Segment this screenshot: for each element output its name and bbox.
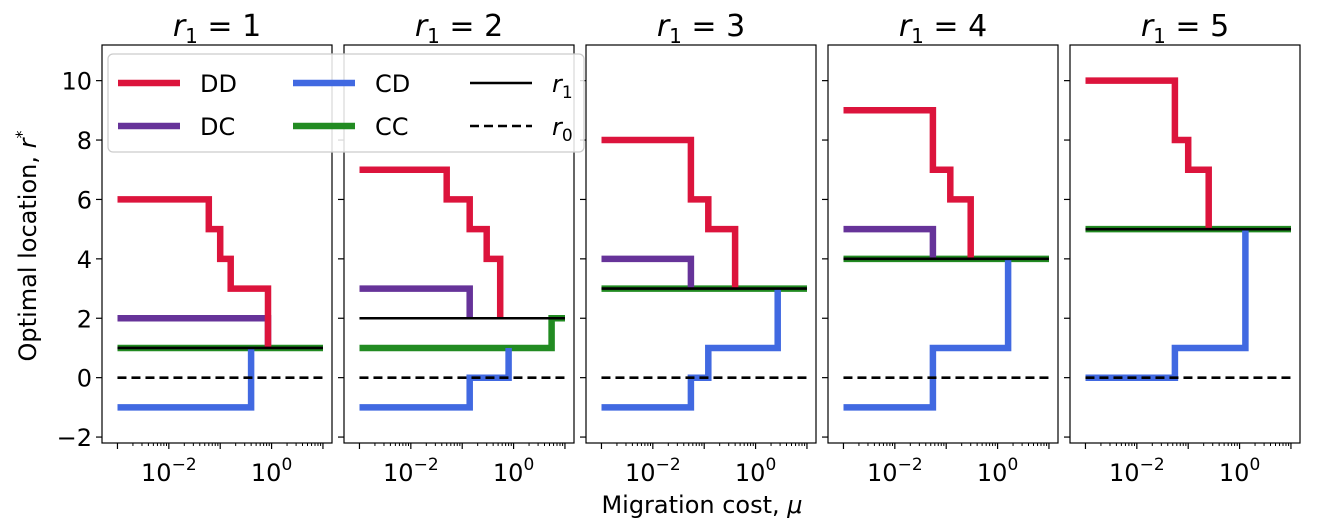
legend: DD DC CD CC r1 r0	[107, 53, 585, 153]
panel-frame	[101, 44, 333, 444]
series-group	[601, 136, 807, 411]
x-tick-label: 100	[1219, 455, 1260, 487]
series-CD	[601, 288, 781, 411]
legend-label-DC: DC	[200, 113, 235, 141]
x-tick-label: 10−2	[867, 455, 923, 487]
legend-label-CC: CC	[375, 113, 409, 141]
series-DD	[601, 136, 739, 289]
series-DC	[117, 315, 272, 348]
x-tick-label: 100	[735, 455, 776, 487]
x-tick-label: 10−2	[141, 455, 197, 487]
panel-frame	[1069, 44, 1301, 444]
panel-title: r1 = 4	[899, 9, 987, 48]
legend-box	[107, 53, 585, 153]
series-CC	[359, 315, 565, 352]
panel-5: 10−2 100 r1 = 5	[1064, 9, 1301, 487]
panel-title: r1 = 5	[1141, 9, 1229, 48]
panel-frame	[343, 44, 575, 444]
legend-label-DD: DD	[200, 70, 237, 98]
axis-labels: Optimal location, r* Migration cost, μ	[12, 131, 803, 519]
y-tick-label: 2	[77, 305, 92, 333]
series-group	[1085, 77, 1291, 381]
x-tick-label: 10−2	[625, 455, 681, 487]
legend-label-r0: r0	[552, 113, 573, 146]
y-tick-label: 6	[77, 186, 92, 214]
x-tick-label: 100	[977, 455, 1018, 487]
legend-label-CD: CD	[375, 70, 410, 98]
panel-title: r1 = 2	[415, 9, 503, 48]
y-tick-label: 8	[77, 127, 92, 155]
x-tick-label: 100	[251, 455, 292, 487]
series-CD	[359, 348, 512, 411]
panel-1: −2 0 2 4 6 8 10 10−2 100 r1 = 1	[57, 9, 333, 487]
y-axis-label: Optimal location, r*	[12, 131, 42, 362]
series-group	[117, 196, 323, 411]
series-DD	[359, 166, 504, 319]
panel-4: 10−2 100 r1 = 4	[822, 9, 1059, 487]
y-tick-label: 4	[77, 246, 92, 274]
x-tick-label: 10−2	[1109, 455, 1165, 487]
x-tick-label: 100	[493, 455, 534, 487]
panel-3: 10−2 100 r1 = 3	[580, 9, 817, 487]
series-CD	[843, 258, 1012, 411]
series-DD	[117, 196, 272, 348]
panel-frame	[585, 44, 817, 444]
panel-2: 10−2 100 r1 = 2	[338, 9, 575, 487]
series-group	[359, 166, 565, 411]
legend-label-r1: r1	[552, 70, 573, 103]
x-tick-label: 10−2	[383, 455, 439, 487]
y-tick-label: −2	[57, 424, 92, 452]
series-DC	[843, 225, 937, 259]
x-axis-label: Migration cost, μ	[601, 491, 802, 519]
y-tick-label: 10	[61, 68, 92, 96]
series-DC	[601, 255, 695, 289]
panel-title: r1 = 1	[173, 9, 261, 48]
series-DD	[843, 107, 974, 259]
series-group	[843, 107, 1049, 411]
panel-title: r1 = 3	[657, 9, 745, 48]
y-tick-label: 0	[77, 365, 92, 393]
series-CD	[1085, 229, 1249, 381]
panel-frame	[827, 44, 1059, 444]
series-DD	[1085, 77, 1212, 230]
series-CD	[117, 348, 255, 411]
series-DC	[359, 285, 473, 319]
